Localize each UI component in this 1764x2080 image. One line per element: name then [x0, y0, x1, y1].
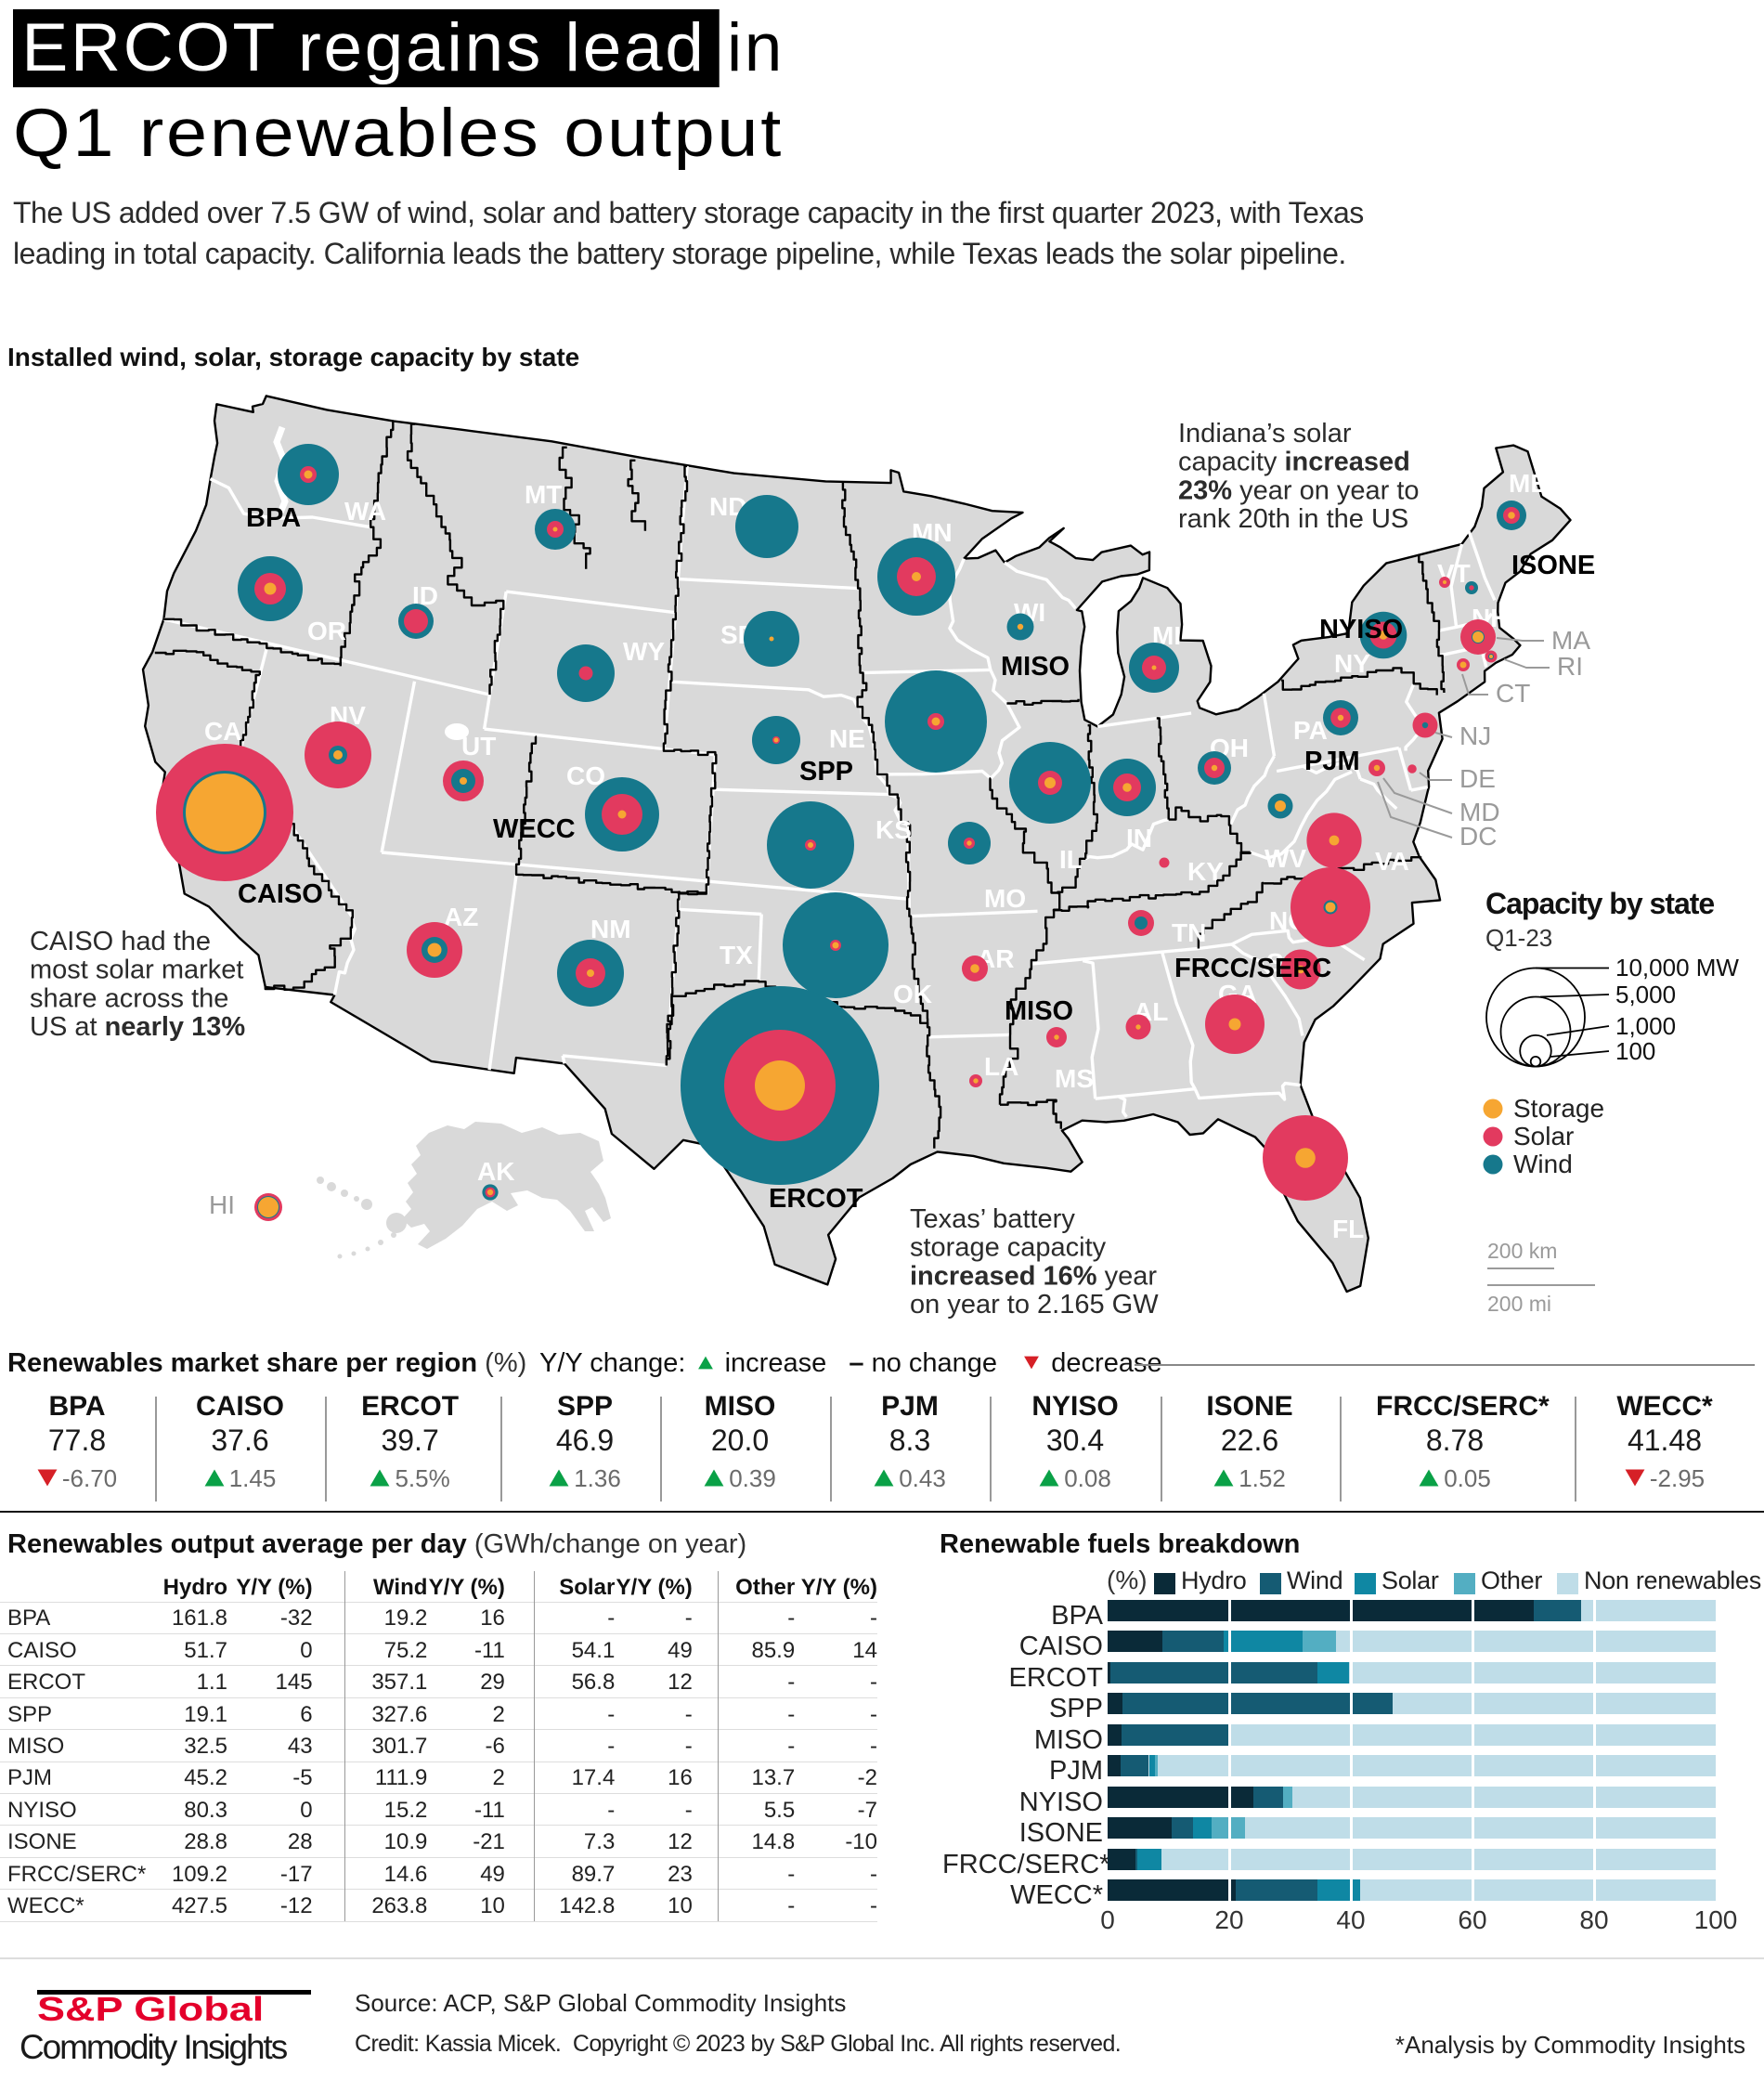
svg-text:NE: NE [829, 724, 865, 753]
svg-text:CAISO: CAISO [238, 879, 323, 909]
svg-text:10,000 MW: 10,000 MW [1615, 954, 1739, 982]
svg-text:CA: CA [204, 717, 241, 746]
svg-text:ERCOT: ERCOT [769, 1184, 863, 1214]
svg-text:WY: WY [623, 637, 665, 666]
svg-text:Solar: Solar [1513, 1122, 1574, 1150]
svg-text:OR: OR [307, 617, 346, 645]
svg-text:MO: MO [984, 884, 1026, 913]
svg-text:NYISO: NYISO [1319, 615, 1403, 644]
svg-text:MISO: MISO [1005, 996, 1073, 1026]
svg-text:5,000: 5,000 [1615, 981, 1676, 1008]
svg-text:VA: VA [1375, 847, 1409, 876]
svg-text:WECC: WECC [493, 814, 576, 844]
svg-text:WV: WV [1265, 844, 1306, 873]
svg-text:MS: MS [1055, 1064, 1094, 1093]
svg-text:SPP: SPP [799, 757, 853, 786]
svg-text:DC: DC [1459, 822, 1497, 851]
svg-text:FRCC/SERC: FRCC/SERC [1174, 954, 1331, 983]
svg-text:Capacity by state: Capacity by state [1485, 887, 1714, 920]
svg-text:NJ: NJ [1459, 722, 1491, 750]
svg-text:MISO: MISO [1001, 652, 1070, 682]
svg-text:Q1-23: Q1-23 [1485, 924, 1552, 952]
svg-text:200 mi: 200 mi [1487, 1292, 1551, 1316]
svg-text:NM: NM [590, 915, 631, 943]
svg-text:200 km: 200 km [1487, 1239, 1557, 1263]
svg-text:IN: IN [1126, 824, 1152, 852]
svg-text:FL: FL [1332, 1215, 1364, 1243]
svg-text:100: 100 [1615, 1037, 1655, 1065]
svg-text:DE: DE [1459, 764, 1496, 793]
svg-text:MD: MD [1459, 798, 1500, 826]
svg-text:ME: ME [1509, 469, 1548, 498]
svg-text:BPA: BPA [246, 503, 301, 533]
svg-text:NY: NY [1334, 649, 1370, 678]
svg-text:MA: MA [1551, 626, 1590, 655]
svg-text:OK: OK [893, 980, 932, 1008]
svg-text:KY: KY [1187, 857, 1224, 886]
svg-text:Storage: Storage [1513, 1094, 1604, 1123]
svg-text:ISONE: ISONE [1511, 551, 1595, 580]
svg-text:KS: KS [876, 815, 912, 844]
svg-text:TN: TN [1172, 918, 1206, 947]
svg-text:LA: LA [984, 1052, 1018, 1081]
svg-text:RI: RI [1557, 652, 1583, 681]
svg-text:MT: MT [525, 480, 562, 509]
svg-text:IL: IL [1059, 845, 1083, 874]
svg-text:Wind: Wind [1513, 1150, 1573, 1178]
svg-text:AK: AK [477, 1157, 514, 1186]
svg-text:HI: HI [209, 1190, 235, 1219]
svg-text:CT: CT [1496, 679, 1530, 708]
svg-text:UT: UT [461, 732, 496, 760]
svg-text:PJM: PJM [1304, 747, 1360, 776]
svg-text:PA: PA [1293, 716, 1328, 745]
svg-text:1,000: 1,000 [1615, 1012, 1676, 1040]
svg-text:WA: WA [344, 497, 386, 526]
svg-text:TX: TX [720, 941, 753, 969]
